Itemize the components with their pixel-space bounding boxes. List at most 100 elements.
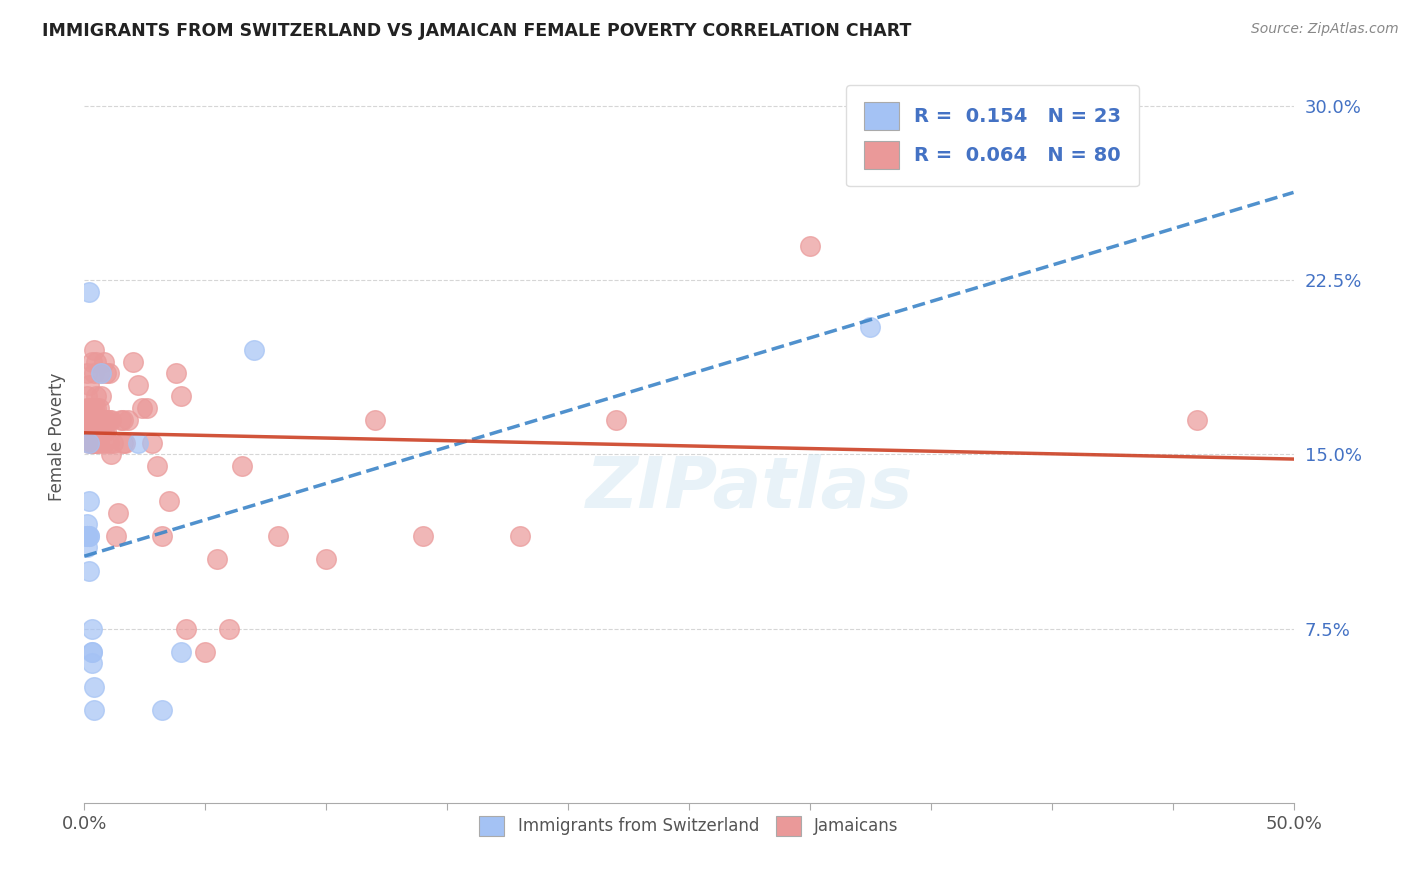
- Point: [117, 412, 139, 426]
- Point: [76, 366, 98, 380]
- Y-axis label: Female Poverty: Female Poverty: [48, 373, 66, 501]
- Point: [150, 529, 173, 543]
- Point: [77, 529, 100, 543]
- Point: [131, 401, 153, 415]
- Point: [93, 424, 115, 438]
- Point: [86, 354, 108, 368]
- Point: [90, 366, 112, 380]
- Point: [80, 645, 103, 659]
- Point: [77, 436, 100, 450]
- Point: [127, 377, 149, 392]
- Point: [218, 622, 240, 636]
- Point: [104, 529, 127, 543]
- Point: [76, 401, 98, 415]
- Point: [103, 436, 125, 450]
- Point: [83, 401, 105, 415]
- Point: [94, 412, 117, 426]
- Point: [509, 529, 531, 543]
- Point: [94, 366, 117, 380]
- Point: [170, 389, 193, 403]
- Point: [363, 412, 385, 426]
- Point: [86, 412, 108, 426]
- Point: [80, 645, 103, 659]
- Point: [94, 424, 117, 438]
- Point: [97, 412, 120, 426]
- Point: [174, 622, 197, 636]
- Point: [80, 424, 103, 438]
- Point: [83, 703, 105, 717]
- Point: [141, 436, 163, 450]
- Point: [165, 366, 187, 380]
- Point: [83, 412, 105, 426]
- Point: [97, 436, 120, 450]
- Point: [80, 657, 103, 671]
- Point: [267, 529, 290, 543]
- Point: [110, 412, 132, 426]
- Point: [859, 319, 882, 334]
- Point: [114, 436, 136, 450]
- Point: [100, 448, 122, 462]
- Point: [77, 412, 100, 426]
- Point: [799, 238, 821, 252]
- Point: [77, 424, 100, 438]
- Point: [315, 552, 337, 566]
- Point: [231, 459, 253, 474]
- Point: [80, 436, 103, 450]
- Point: [77, 529, 100, 543]
- Text: IMMIGRANTS FROM SWITZERLAND VS JAMAICAN FEMALE POVERTY CORRELATION CHART: IMMIGRANTS FROM SWITZERLAND VS JAMAICAN …: [42, 22, 911, 40]
- Point: [127, 436, 149, 450]
- Point: [412, 529, 434, 543]
- Point: [1185, 412, 1208, 426]
- Point: [605, 412, 627, 426]
- Point: [83, 412, 105, 426]
- Point: [146, 459, 169, 474]
- Point: [76, 517, 98, 532]
- Point: [87, 424, 110, 438]
- Point: [86, 436, 108, 450]
- Point: [77, 412, 100, 426]
- Point: [90, 389, 112, 403]
- Point: [90, 366, 112, 380]
- Point: [77, 285, 100, 299]
- Point: [80, 354, 103, 368]
- Point: [150, 703, 173, 717]
- Point: [136, 401, 159, 415]
- Point: [90, 424, 112, 438]
- Point: [76, 529, 98, 543]
- Point: [80, 436, 103, 450]
- Point: [93, 412, 115, 426]
- Point: [86, 401, 108, 415]
- Legend: Immigrants from Switzerland, Jamaicans: Immigrants from Switzerland, Jamaicans: [465, 802, 912, 849]
- Point: [157, 494, 180, 508]
- Point: [76, 541, 98, 555]
- Point: [87, 436, 110, 450]
- Point: [76, 412, 98, 426]
- Point: [83, 366, 105, 380]
- Point: [86, 389, 108, 403]
- Point: [87, 401, 110, 415]
- Point: [97, 366, 120, 380]
- Point: [83, 680, 105, 694]
- Point: [93, 436, 115, 450]
- Point: [80, 401, 103, 415]
- Point: [93, 354, 115, 368]
- Point: [170, 645, 193, 659]
- Point: [107, 506, 129, 520]
- Point: [76, 389, 98, 403]
- Point: [77, 377, 100, 392]
- Point: [76, 529, 98, 543]
- Point: [76, 424, 98, 438]
- Point: [90, 412, 112, 426]
- Point: [77, 564, 100, 578]
- Point: [112, 412, 135, 426]
- Point: [77, 494, 100, 508]
- Point: [207, 552, 229, 566]
- Point: [77, 436, 100, 450]
- Point: [112, 436, 135, 450]
- Point: [86, 412, 108, 426]
- Text: Source: ZipAtlas.com: Source: ZipAtlas.com: [1251, 22, 1399, 37]
- Point: [100, 412, 122, 426]
- Text: ZIPatlas: ZIPatlas: [586, 454, 912, 523]
- Point: [80, 436, 103, 450]
- Point: [76, 529, 98, 543]
